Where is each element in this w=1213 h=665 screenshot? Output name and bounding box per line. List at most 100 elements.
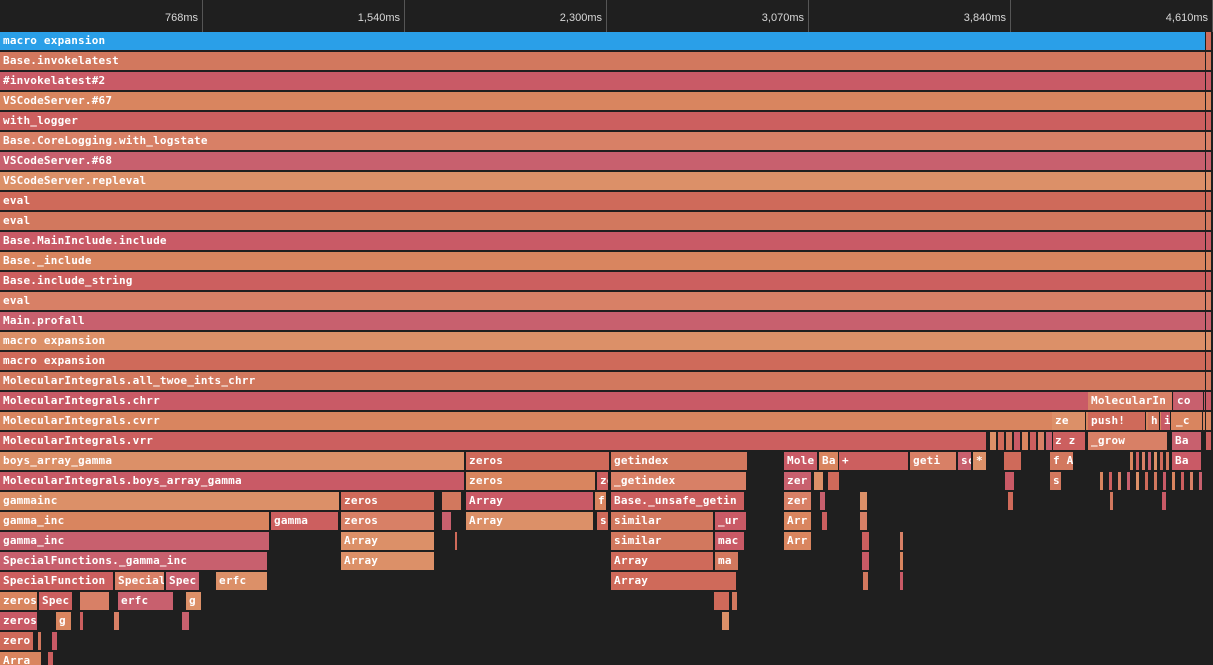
flame-frame[interactable]	[1206, 332, 1212, 351]
flame-frame[interactable]	[900, 532, 904, 551]
flame-frame[interactable]: _c	[1173, 412, 1203, 431]
flame-frame[interactable]: VSCodeServer.#68	[0, 152, 1206, 171]
flame-frame[interactable]	[714, 592, 730, 611]
flame-frame[interactable]: i	[1161, 412, 1171, 431]
flame-frame[interactable]: push!	[1088, 412, 1146, 431]
flame-frame[interactable]: MolecularIntegrals.cvrr	[0, 412, 1206, 431]
flame-frame[interactable]: g	[186, 592, 202, 611]
flame-frame[interactable]: getindex	[611, 452, 748, 471]
flame-frame[interactable]	[1206, 232, 1212, 251]
flame-frame[interactable]: zeros	[466, 472, 596, 491]
flame-frame[interactable]: Spec	[166, 572, 200, 591]
flame-frame[interactable]: _getindex	[611, 472, 747, 491]
flame-frame[interactable]	[1136, 452, 1140, 471]
flame-frame[interactable]	[1206, 32, 1212, 51]
flame-frame[interactable]	[1118, 472, 1122, 491]
flame-frame[interactable]: zero	[0, 632, 34, 651]
flame-frame[interactable]: VSCodeServer.repleval	[0, 172, 1206, 191]
flame-frame[interactable]: MolecularIntegrals.chrr	[0, 392, 1206, 411]
flame-frame[interactable]	[862, 532, 870, 551]
flame-frame[interactable]: macro expansion	[0, 332, 1206, 351]
flame-frame[interactable]	[1004, 452, 1022, 471]
flame-frame[interactable]: with_logger	[0, 112, 1206, 131]
flame-frame[interactable]: Array	[611, 572, 737, 591]
flame-frame[interactable]	[1206, 192, 1212, 211]
flame-graph[interactable]: macro expansion Base.invokelatest #invokel…	[0, 32, 1213, 665]
flame-frame[interactable]	[442, 492, 462, 511]
flame-frame[interactable]: Array	[611, 552, 714, 571]
flame-frame[interactable]: Base._unsafe_getin	[611, 492, 745, 511]
flame-frame[interactable]: Arr	[784, 532, 812, 551]
flame-frame[interactable]: Arra	[0, 652, 42, 665]
flame-frame[interactable]	[900, 552, 904, 571]
flame-frame[interactable]	[442, 512, 452, 531]
flame-frame[interactable]: Array	[341, 552, 435, 571]
flame-frame[interactable]	[1206, 272, 1212, 291]
flame-frame[interactable]	[862, 552, 870, 571]
flame-frame[interactable]	[1030, 432, 1037, 451]
flame-frame[interactable]	[182, 612, 190, 631]
flame-frame[interactable]: zeros	[466, 452, 610, 471]
flame-frame[interactable]	[1206, 72, 1212, 91]
flame-frame[interactable]: Special	[115, 572, 165, 591]
flame-frame[interactable]: _ur	[715, 512, 747, 531]
flame-frame[interactable]: Main.profall	[0, 312, 1206, 331]
flame-frame[interactable]	[1181, 472, 1185, 491]
flame-frame[interactable]: VSCodeServer.#67	[0, 92, 1206, 111]
flame-frame[interactable]	[860, 512, 868, 531]
flame-frame[interactable]	[990, 432, 997, 451]
flame-frame[interactable]	[860, 492, 868, 511]
flame-frame[interactable]	[998, 432, 1005, 451]
flame-frame[interactable]: f A	[1050, 452, 1074, 471]
flame-frame[interactable]	[1206, 372, 1212, 391]
flame-frame[interactable]: Base.include_string	[0, 272, 1206, 291]
flame-frame[interactable]: ma	[715, 552, 739, 571]
flame-frame[interactable]: Mole	[784, 452, 818, 471]
flame-frame[interactable]: Base.MainInclude.include	[0, 232, 1206, 251]
flame-frame[interactable]	[1206, 412, 1212, 431]
flame-frame[interactable]	[1206, 212, 1212, 231]
flame-frame[interactable]	[1046, 432, 1053, 451]
flame-frame[interactable]: f	[595, 492, 607, 511]
flame-frame[interactable]: Ba	[1172, 432, 1202, 451]
flame-frame[interactable]	[114, 612, 120, 631]
flame-frame[interactable]: gamma_inc	[0, 532, 270, 551]
flame-frame[interactable]: boys_array_gamma	[0, 452, 465, 471]
flame-frame[interactable]	[1008, 492, 1014, 511]
flame-frame[interactable]	[1206, 312, 1212, 331]
flame-frame[interactable]: SpecialFunction	[0, 572, 114, 591]
flame-frame[interactable]	[1206, 392, 1212, 411]
flame-frame[interactable]	[1206, 172, 1212, 191]
flame-frame[interactable]	[1206, 432, 1212, 451]
flame-frame[interactable]	[1145, 472, 1149, 491]
flame-frame[interactable]	[822, 512, 828, 531]
flame-frame[interactable]	[48, 652, 54, 665]
flame-frame[interactable]: s	[597, 512, 609, 531]
flame-frame[interactable]	[1206, 92, 1212, 111]
flame-frame[interactable]: eval	[0, 212, 1206, 231]
flame-frame[interactable]: +	[839, 452, 909, 471]
flame-frame[interactable]	[722, 612, 730, 631]
flame-frame[interactable]: MolecularIn	[1088, 392, 1173, 411]
flame-frame[interactable]: gammainc	[0, 492, 340, 511]
flame-frame[interactable]: macro expansion	[0, 352, 1206, 371]
flame-frame[interactable]	[863, 572, 869, 591]
flame-frame[interactable]: _grow	[1088, 432, 1168, 451]
flame-frame[interactable]: SpecialFunctions._gamma_inc	[0, 552, 268, 571]
flame-frame[interactable]	[900, 572, 904, 591]
flame-frame[interactable]: co	[1174, 392, 1204, 411]
flame-frame[interactable]: Array	[341, 532, 435, 551]
flame-frame[interactable]	[1130, 452, 1134, 471]
flame-frame[interactable]: MolecularIntegrals.boys_array_gamma	[0, 472, 465, 491]
flame-frame[interactable]	[820, 492, 826, 511]
flame-frame[interactable]: zeros	[0, 592, 38, 611]
flame-frame[interactable]	[1006, 432, 1013, 451]
flame-frame[interactable]	[1160, 452, 1164, 471]
flame-frame[interactable]	[1199, 472, 1203, 491]
flame-frame[interactable]	[80, 612, 84, 631]
flame-frame[interactable]: Array	[466, 512, 594, 531]
flame-frame[interactable]: zeros	[341, 492, 435, 511]
flame-frame[interactable]: g	[56, 612, 72, 631]
flame-frame[interactable]: #invokelatest#2	[0, 72, 1206, 91]
flame-frame[interactable]	[1154, 472, 1158, 491]
